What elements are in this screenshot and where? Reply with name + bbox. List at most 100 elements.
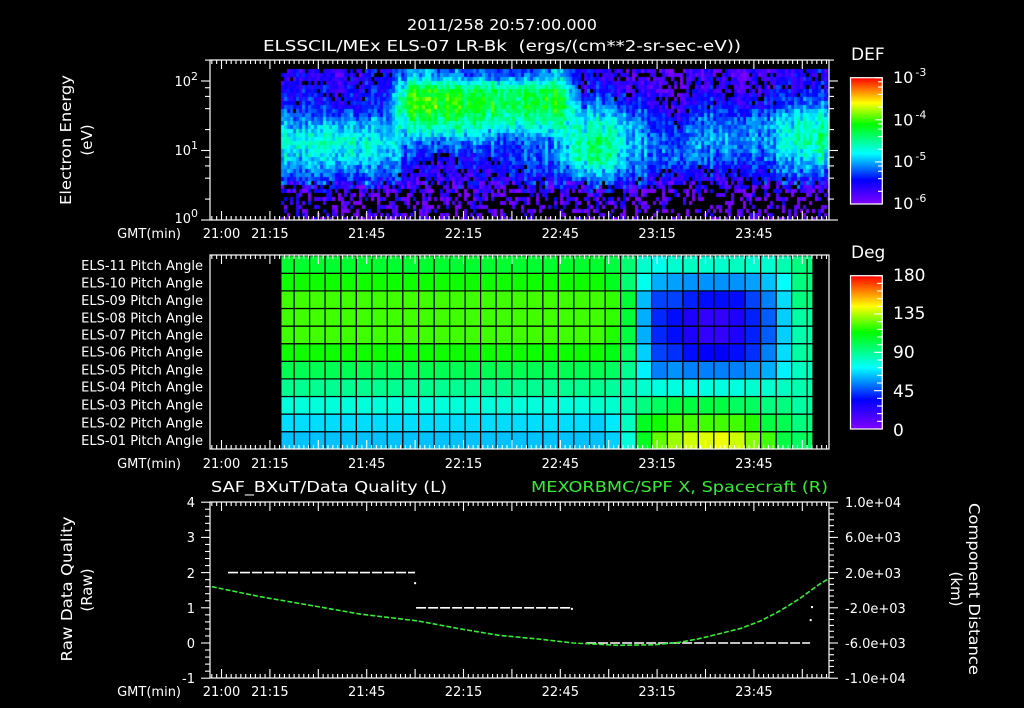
pitch-angle-cell (418, 307, 435, 327)
pitch-angle-cell (293, 343, 311, 362)
pitch-angle-cell (526, 325, 544, 345)
pitch-angle-cell (324, 395, 342, 415)
pitch-angle-cell (371, 431, 388, 450)
pitch-angle-cell (449, 343, 466, 362)
colorbar-tick-label: 90 (893, 343, 915, 363)
pitch-angle-cell (526, 395, 544, 415)
right-y-axis-unit: (km) (947, 571, 965, 606)
x-tick-label: 21:00 (203, 685, 240, 700)
pitch-angle-cell (280, 395, 295, 415)
pitch-angle-cell (728, 343, 746, 362)
pitch-angle-cell (713, 431, 730, 450)
pitch-angle-cell (573, 255, 591, 274)
spectrogram-panel: Electron Energy (eV) 102 101 100 GMT(min… (57, 45, 926, 242)
pitch-angle-cell (666, 378, 684, 398)
pitch-angle-cell (775, 325, 793, 345)
pitch-angle-cell (589, 431, 606, 450)
pitch-angle-cell (651, 272, 669, 292)
pitch-angle-cell (542, 290, 559, 310)
y-tick-label: 100 (174, 207, 198, 227)
pitch-angle-cell (280, 413, 295, 433)
pitch-angle-cell (744, 325, 762, 345)
x-tick-label: 21:15 (251, 685, 288, 700)
pitch-angle-cell (557, 272, 575, 292)
colorbar-title: DEF (851, 45, 885, 65)
pitch-angle-cell (557, 290, 575, 310)
pitch-angle-cell (293, 325, 311, 345)
pitch-angle-cell (308, 413, 326, 433)
pitch-angle-cell (480, 360, 497, 380)
pitch-angle-cell (340, 395, 357, 415)
right-y-tick-label: -2.0e+03 (845, 602, 906, 617)
pitch-angle-cell (651, 431, 669, 450)
pitch-angle-cell (666, 360, 684, 380)
pitch-angle-cell (542, 307, 559, 327)
pitch-angle-cell (604, 325, 622, 345)
pitch-angle-cell (280, 325, 295, 345)
pitch-angle-cell (573, 378, 591, 398)
pitch-angle-cell (495, 343, 513, 362)
pitch-angle-cell (324, 272, 342, 292)
pitch-angle-cell (728, 307, 746, 327)
pitch-angle-cell (666, 431, 684, 450)
pitch-angle-cell (573, 325, 591, 345)
pitch-angle-cell (760, 272, 777, 292)
x-tick-label: 22:45 (542, 227, 579, 242)
pitch-angle-cell (635, 272, 653, 292)
pitch-angle-cell (324, 343, 342, 362)
pitch-angle-cell (713, 307, 730, 327)
pitch-row-label: ELS-03 Pitch Angle (81, 398, 203, 413)
pitch-angle-cell (526, 272, 544, 292)
y-tick-label: 101 (174, 139, 198, 159)
pitch-angle-cell (449, 378, 466, 398)
right-y-tick-label: 6.0e+03 (845, 531, 901, 546)
pitch-angle-cell (324, 378, 342, 398)
pitch-angle-cell (573, 431, 591, 450)
pitch-angle-cell (791, 272, 808, 292)
pitch-angle-cell (511, 431, 528, 450)
pitch-angle-cell (620, 413, 637, 433)
left-y-tick-label: -1 (182, 672, 195, 687)
pitch-angle-cell (604, 343, 622, 362)
x-tick-label: 22:15 (445, 685, 482, 700)
pitch-angle-cell (340, 307, 357, 327)
pitch-angle-cell (308, 360, 326, 380)
pitch-angle-cell (682, 325, 700, 345)
pitch-angle-cell (635, 343, 653, 362)
pitch-angle-cell (635, 325, 653, 345)
pitch-angle-cell (355, 307, 373, 327)
pitch-angle-cell (495, 395, 513, 415)
pitch-angle-cell (651, 360, 669, 380)
pitch-angle-cell (620, 360, 637, 380)
pitch-angle-cell (697, 413, 715, 433)
pitch-angle-cell (480, 307, 497, 327)
pitch-angle-cell (635, 255, 653, 274)
pitch-angle-cell (635, 360, 653, 380)
x-tick-label: 22:15 (445, 227, 482, 242)
pitch-angle-cell (791, 307, 808, 327)
pitch-angle-cell (355, 395, 373, 415)
def-colorbar: DEF 10 -3 10 -4 10 -5 10 -6 (849, 45, 926, 213)
pitch-angle-cell (280, 255, 295, 274)
pitch-angle-cell (791, 290, 808, 310)
pitch-angle-cell (371, 255, 388, 274)
pitch-angle-cell (355, 378, 373, 398)
pitch-angle-cell (464, 307, 482, 327)
pitch-row-label: ELS-10 Pitch Angle (81, 276, 203, 291)
spectrogram-y-axis-unit: (eV) (78, 124, 96, 155)
pitch-angle-cell (433, 431, 451, 450)
pitch-angle-cell (371, 307, 388, 327)
pitch-angle-cell (293, 395, 311, 415)
pitch-angle-cell (480, 378, 497, 398)
pitch-angle-cell (371, 290, 388, 310)
pitch-angle-cell (324, 290, 342, 310)
pitch-angle-cell (573, 290, 591, 310)
pitch-angle-cell (386, 360, 404, 380)
pitch-angle-cell (806, 325, 814, 345)
y-tick-label: 102 (174, 70, 198, 90)
pitch-angle-cell (651, 325, 669, 345)
x-tick-label: 22:45 (542, 457, 579, 472)
pitch-angle-cell (620, 395, 637, 415)
pitch-angle-cell (324, 360, 342, 380)
pitch-angle-cell (713, 413, 730, 433)
